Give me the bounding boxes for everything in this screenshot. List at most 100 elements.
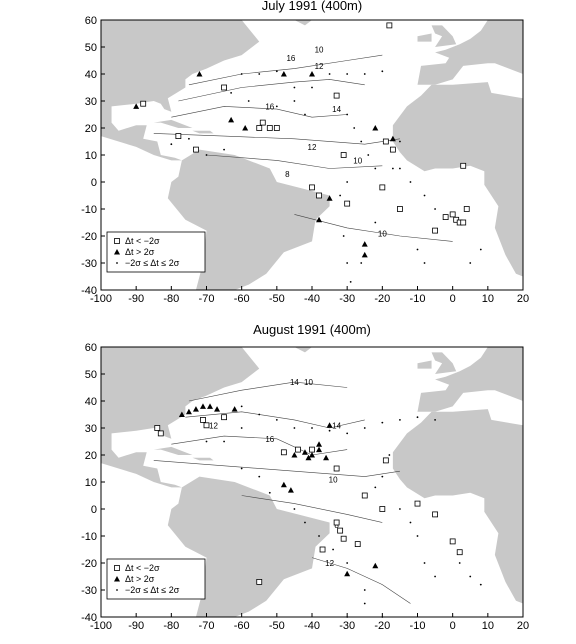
dot-point bbox=[469, 575, 472, 578]
dot-point bbox=[381, 616, 384, 618]
dot-point bbox=[318, 535, 320, 537]
y-tick-label: -40 bbox=[81, 285, 97, 297]
triangle-point bbox=[326, 422, 333, 428]
contour-label: 12 bbox=[325, 559, 334, 568]
dot-point bbox=[311, 86, 313, 89]
dot-point bbox=[258, 413, 261, 416]
square-point bbox=[397, 206, 403, 212]
y-tick-label: -30 bbox=[81, 585, 97, 597]
land bbox=[392, 409, 523, 604]
dot-point bbox=[374, 167, 377, 170]
contour-line bbox=[188, 54, 383, 86]
land bbox=[101, 20, 260, 161]
x-tick-label: -40 bbox=[304, 620, 320, 632]
triangle-point bbox=[372, 562, 379, 569]
dot-point bbox=[293, 427, 296, 429]
square-point bbox=[442, 214, 449, 221]
triangle-point bbox=[133, 103, 140, 109]
square-point bbox=[432, 227, 438, 234]
y-tick-label: 0 bbox=[91, 177, 97, 189]
y-tick-label: 60 bbox=[85, 15, 97, 27]
y-tick-label: -10 bbox=[81, 531, 97, 543]
map-area: 10 12 16 14 12 10 8 10 16 bbox=[101, 20, 523, 290]
x-tick-label: -70 bbox=[199, 620, 215, 632]
dot-point bbox=[258, 475, 261, 478]
contour-label: 10 bbox=[304, 378, 313, 387]
triangle-point bbox=[316, 216, 323, 223]
land bbox=[192, 457, 214, 461]
legend-triangle bbox=[114, 249, 120, 255]
y-tick-label: 20 bbox=[85, 450, 97, 462]
triangle-point bbox=[316, 446, 323, 453]
x-tick-label: -10 bbox=[410, 620, 426, 632]
dot-point bbox=[349, 281, 352, 283]
square-point bbox=[354, 541, 361, 547]
square-point bbox=[340, 152, 347, 158]
square-point bbox=[319, 546, 326, 553]
dot-point bbox=[381, 421, 384, 424]
legend-triangle bbox=[114, 576, 120, 582]
square-point bbox=[382, 457, 389, 464]
triangle-point bbox=[372, 125, 379, 131]
square-point bbox=[344, 200, 351, 207]
dot-point bbox=[423, 194, 426, 197]
dot-point bbox=[434, 208, 436, 210]
dot-point bbox=[363, 73, 366, 75]
dot-point bbox=[311, 427, 313, 429]
dot-point bbox=[188, 137, 190, 140]
y-tick-label: 10 bbox=[85, 150, 97, 162]
dot-point bbox=[423, 562, 426, 564]
land bbox=[153, 446, 193, 455]
y-tick-label: 30 bbox=[85, 96, 97, 108]
dot-point bbox=[399, 419, 401, 421]
dot-point bbox=[399, 140, 401, 143]
dot-point bbox=[205, 154, 208, 156]
contour-label: 12 bbox=[315, 62, 324, 71]
dot-point bbox=[304, 113, 306, 116]
contour-label: 12 bbox=[209, 421, 218, 430]
legend-box bbox=[106, 558, 206, 600]
dot-point bbox=[363, 427, 366, 429]
dot-point bbox=[332, 548, 334, 551]
triangle-point bbox=[228, 116, 235, 123]
x-tick-label: -40 bbox=[304, 293, 320, 305]
square-point bbox=[140, 100, 147, 107]
dot-point bbox=[399, 508, 401, 510]
square-point bbox=[157, 430, 164, 437]
legend-label: Δt < −2σ bbox=[125, 563, 160, 573]
dot-point bbox=[346, 262, 349, 264]
dot-point bbox=[353, 127, 356, 129]
legend-label: Δt > 2σ bbox=[125, 574, 155, 584]
triangle-point bbox=[207, 403, 214, 409]
contour-line bbox=[153, 460, 400, 477]
x-tick-label: -20 bbox=[374, 293, 390, 305]
y-tick-label: 40 bbox=[85, 396, 97, 408]
contour-label: 10 bbox=[378, 229, 387, 238]
square-point bbox=[200, 416, 206, 423]
dot-point bbox=[399, 167, 401, 170]
triangle-point bbox=[280, 481, 287, 488]
map-area: 10 14 12 16 14 10 8 12 bbox=[101, 347, 523, 617]
triangle-point bbox=[280, 71, 287, 77]
y-tick-label: 30 bbox=[85, 423, 97, 435]
land bbox=[192, 130, 214, 134]
dot-point bbox=[367, 154, 370, 156]
square-point bbox=[432, 511, 438, 518]
legend-square bbox=[114, 238, 120, 244]
triangle-point bbox=[192, 406, 199, 412]
triangle-point bbox=[309, 452, 315, 458]
triangle-point bbox=[242, 125, 249, 131]
triangle-point bbox=[291, 452, 298, 458]
square-point bbox=[333, 465, 340, 472]
triangle-point bbox=[196, 71, 203, 77]
contour-line bbox=[185, 411, 365, 429]
dot-point bbox=[479, 583, 482, 586]
legend-label: −2σ ≤ Δt ≤ 2σ bbox=[125, 258, 180, 268]
x-tick-label: 0 bbox=[450, 293, 456, 305]
dot-point bbox=[346, 181, 349, 183]
land bbox=[153, 119, 193, 128]
contour-line bbox=[171, 435, 348, 456]
triangle-point bbox=[389, 135, 396, 142]
